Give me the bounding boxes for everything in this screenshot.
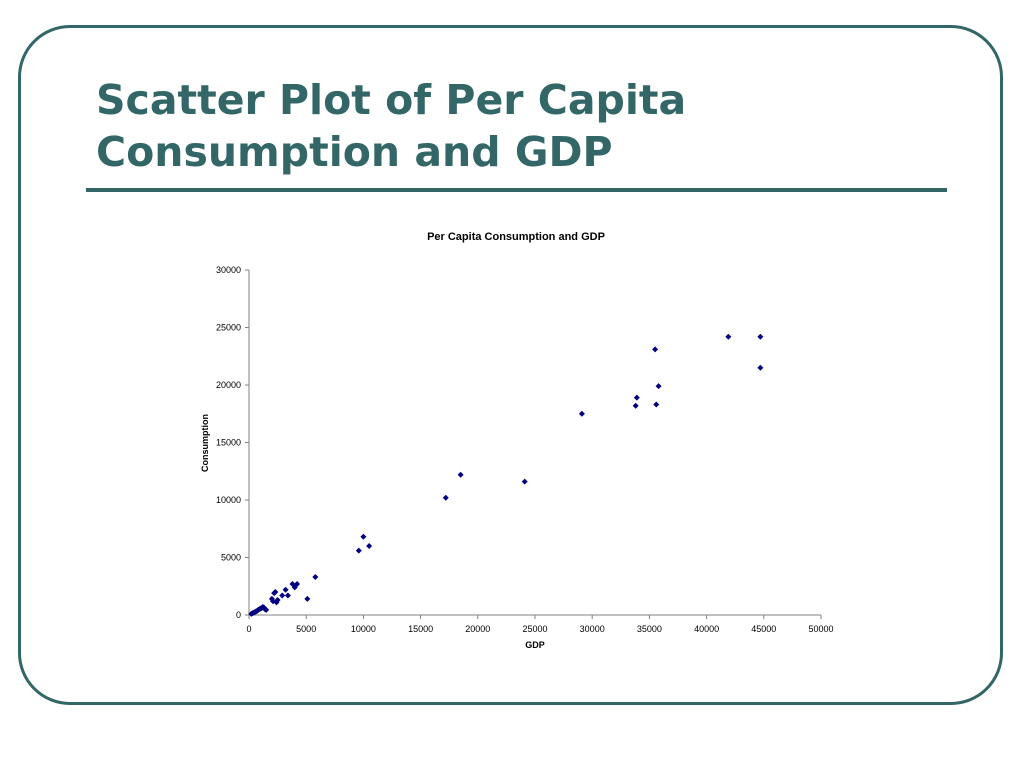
data-point (725, 333, 732, 340)
y-tick-label: 5000 (221, 553, 241, 563)
x-tick-label: 25000 (522, 624, 547, 634)
data-point (360, 533, 367, 540)
chart-points (248, 333, 764, 617)
data-point (279, 592, 286, 599)
y-axis-label: Consumption (200, 414, 210, 472)
x-tick-label: 50000 (808, 624, 833, 634)
data-point (655, 383, 662, 390)
data-point (633, 394, 640, 401)
x-tick-label: 15000 (408, 624, 433, 634)
data-point (652, 346, 659, 353)
y-tick-label: 30000 (216, 265, 241, 275)
slide-frame (18, 25, 1003, 705)
data-point (274, 597, 281, 604)
data-point (263, 606, 270, 613)
y-tick-label: 0 (236, 610, 241, 620)
data-point (757, 364, 764, 371)
x-tick-label: 40000 (694, 624, 719, 634)
y-tick-label: 20000 (216, 380, 241, 390)
title-divider (86, 188, 947, 192)
data-point (272, 589, 279, 595)
x-tick-label: 35000 (637, 624, 662, 634)
y-tick-label: 10000 (216, 495, 241, 505)
data-point (355, 547, 362, 554)
x-tick-label: 45000 (751, 624, 776, 634)
slide-title: Scatter Plot of Per Capita Consumption a… (96, 76, 687, 176)
data-point (632, 402, 639, 409)
y-tick-label: 25000 (216, 323, 241, 333)
x-tick-label: 0 (246, 624, 251, 634)
chart-axes: 0 5000 10000 15000 20000 25000 30000 35000 40000… (216, 265, 834, 634)
data-point (521, 478, 528, 485)
data-point (304, 595, 311, 602)
x-tick-label: 10000 (351, 624, 376, 634)
data-point (457, 471, 464, 478)
data-point (312, 574, 319, 581)
data-point (442, 494, 449, 501)
data-point (284, 592, 291, 599)
x-tick-label: 5000 (296, 624, 316, 634)
y-tick-label: 15000 (216, 438, 241, 448)
x-tick-label: 20000 (465, 624, 490, 634)
x-axis-label: GDP (525, 640, 545, 650)
data-point (578, 410, 585, 417)
data-point (653, 401, 660, 408)
chart-title: Per Capita Consumption and GDP (427, 231, 605, 243)
data-point (366, 543, 373, 549)
data-point (282, 586, 289, 593)
x-tick-label: 30000 (580, 624, 605, 634)
data-point (757, 333, 764, 340)
data-point (294, 580, 301, 587)
